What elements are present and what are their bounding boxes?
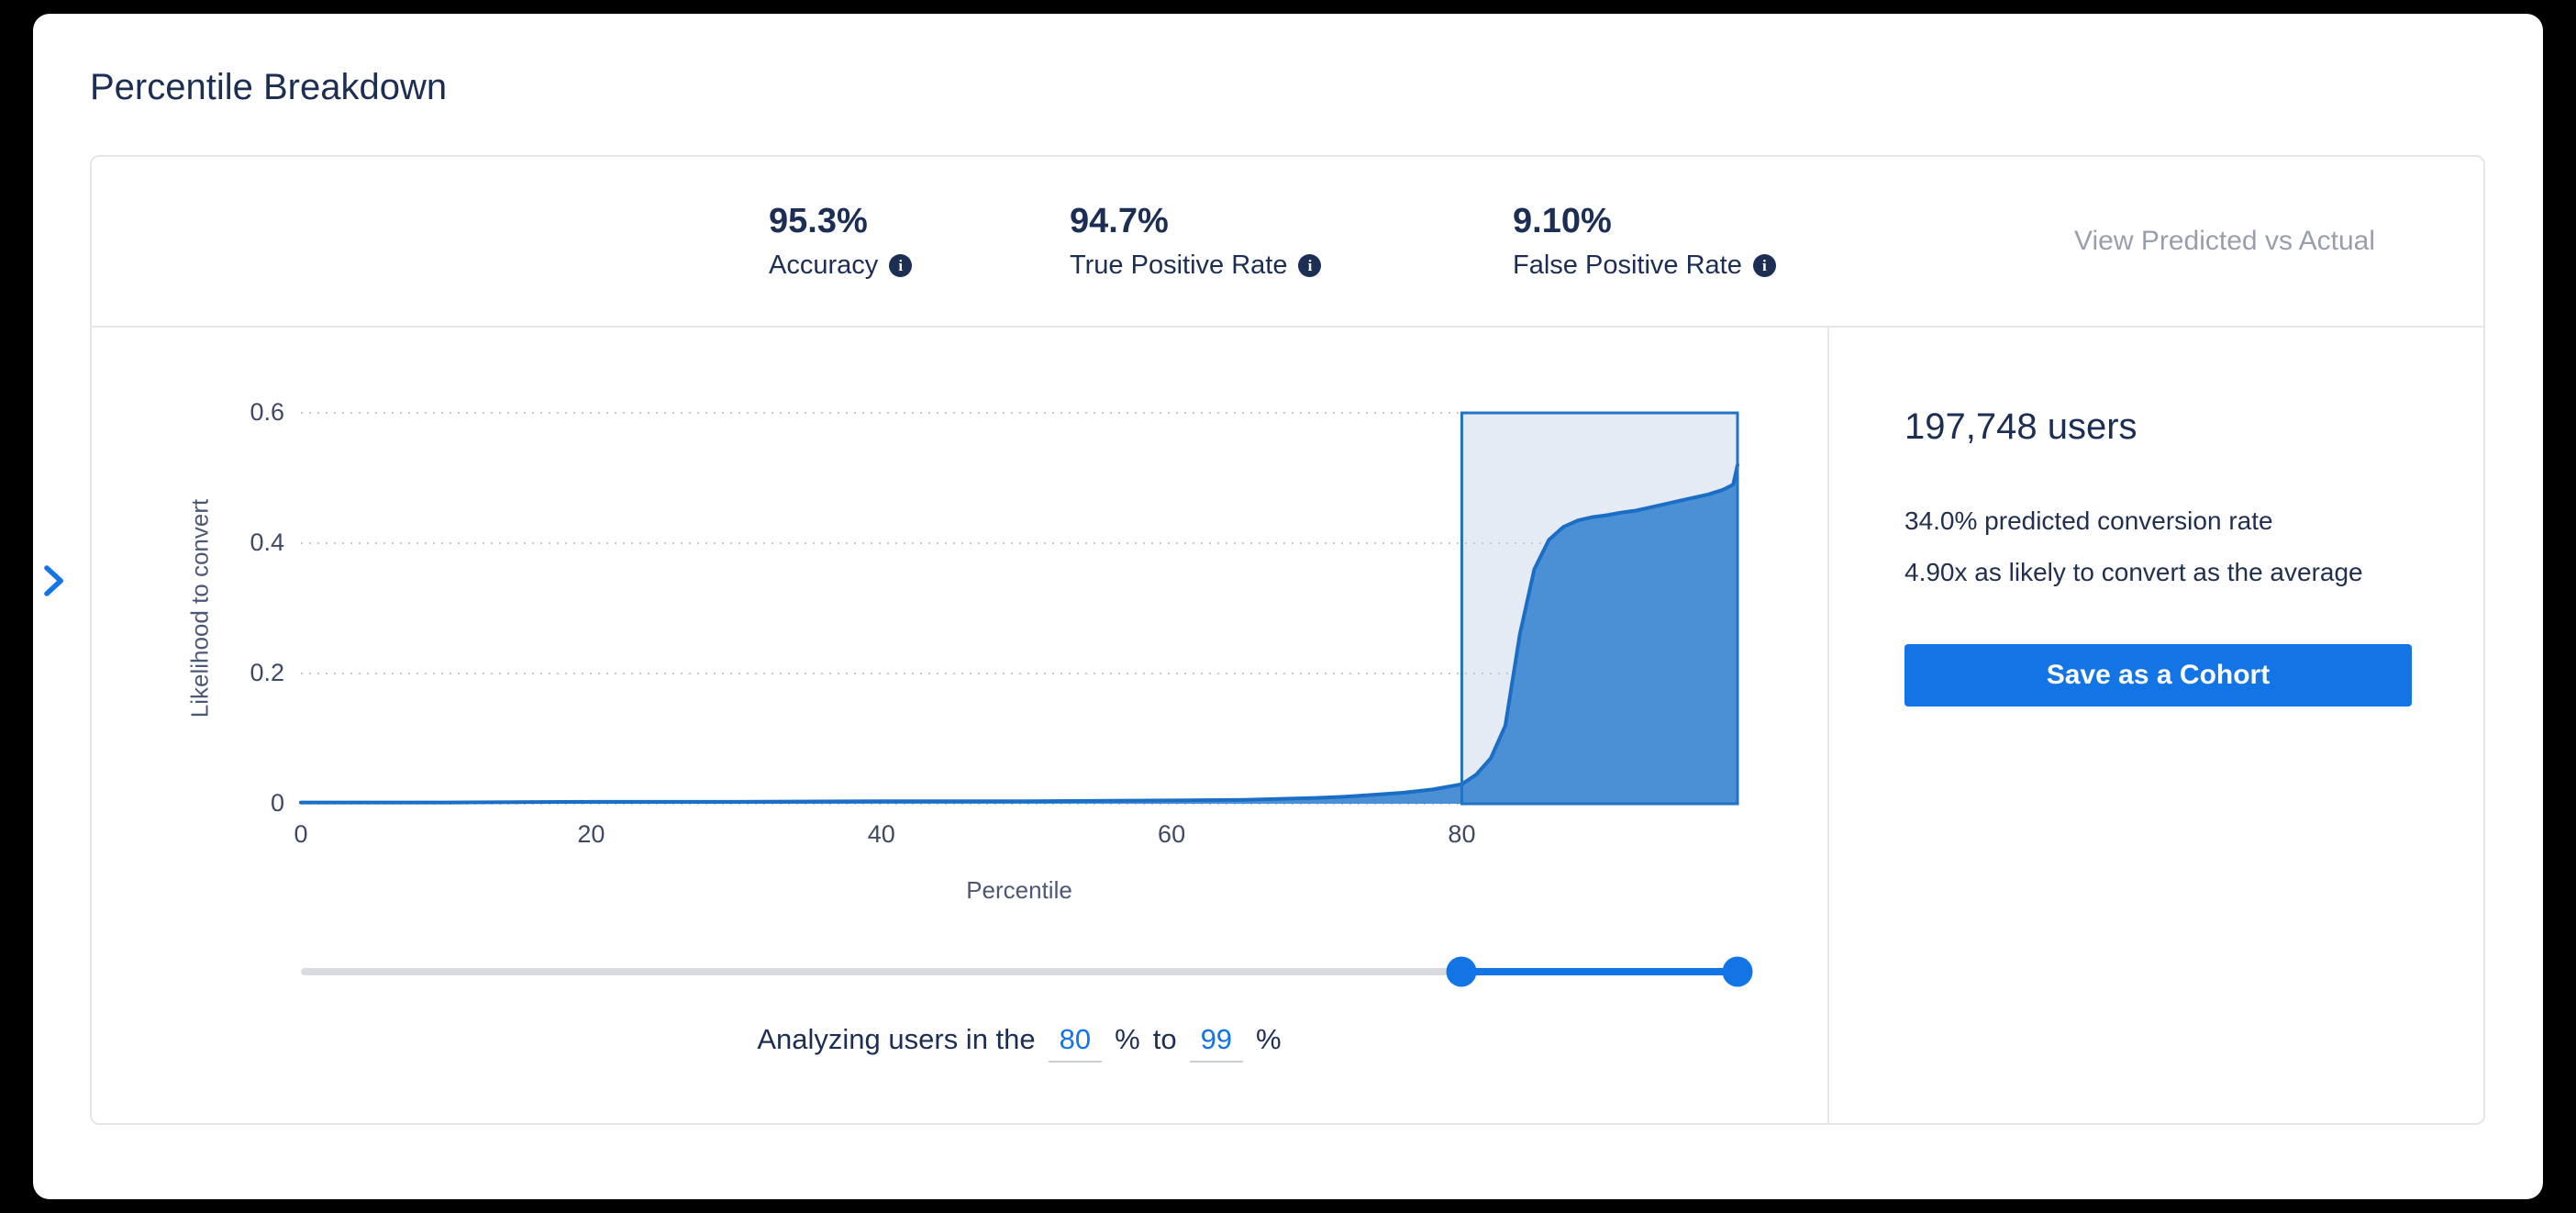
slider-active-range[interactable] bbox=[1461, 968, 1738, 975]
percent-sign: % bbox=[1256, 1023, 1282, 1055]
percentile-range-slider[interactable] bbox=[301, 956, 1753, 987]
slider-handle-from[interactable] bbox=[1446, 956, 1477, 987]
info-icon[interactable]: i bbox=[1298, 254, 1322, 277]
y-tick-label: 0.4 bbox=[250, 529, 284, 556]
conversion-multiplier: 4.90x as likely to convert as the averag… bbox=[1904, 558, 2363, 586]
x-axis-label: Percentile bbox=[966, 876, 1072, 904]
metric-value: 9.10% bbox=[1513, 202, 1612, 240]
metric-false-positive-rate: 9.10% False Positive Rate i bbox=[1513, 202, 1776, 281]
range-to-word: to bbox=[1152, 1023, 1177, 1055]
percentile-chart-svg bbox=[299, 411, 1739, 806]
metric-label: False Positive Rate bbox=[1513, 250, 1742, 280]
percentile-breakdown-panel: Percentile Breakdown 95.3% Accuracy i 94… bbox=[33, 14, 2543, 1199]
range-prefix: Analyzing users in the bbox=[757, 1023, 1036, 1055]
predicted-conversion-rate: 34.0% predicted conversion rate bbox=[1904, 506, 2273, 535]
x-tick-label: 0 bbox=[294, 820, 308, 848]
metrics-header: 95.3% Accuracy i 94.7% True Positive Rat… bbox=[92, 157, 2483, 328]
metric-true-positive-rate: 94.7% True Positive Rate i bbox=[1070, 202, 1322, 281]
percentile-chart[interactable] bbox=[299, 411, 1739, 806]
metric-accuracy: 95.3% Accuracy i bbox=[769, 202, 913, 281]
metric-label: True Positive Rate bbox=[1070, 250, 1288, 280]
info-icon[interactable]: i bbox=[1752, 254, 1776, 277]
slider-handle-to[interactable] bbox=[1722, 956, 1753, 987]
x-tick-label: 20 bbox=[577, 820, 605, 848]
metric-label: Accuracy bbox=[769, 250, 879, 280]
page-title: Percentile Breakdown bbox=[90, 67, 448, 107]
cohort-summary-panel: 197,748 users 34.0% predicted conversion… bbox=[1827, 328, 2483, 1123]
view-predicted-vs-actual-link[interactable]: View Predicted vs Actual bbox=[2074, 226, 2375, 256]
y-tick-label: 0.6 bbox=[250, 398, 284, 426]
metric-value: 94.7% bbox=[1070, 202, 1169, 240]
range-summary-row: Analyzing users in the 80 % to 99 % bbox=[301, 1023, 1738, 1063]
info-icon[interactable]: i bbox=[889, 254, 913, 277]
range-from-input[interactable]: 80 bbox=[1048, 1023, 1103, 1063]
users-count: 197,748 users bbox=[1904, 406, 2137, 447]
chevron-right-icon[interactable] bbox=[37, 561, 70, 601]
model-metrics-card: 95.3% Accuracy i 94.7% True Positive Rat… bbox=[90, 155, 2485, 1125]
range-to-input[interactable]: 99 bbox=[1189, 1023, 1244, 1063]
x-tick-label: 80 bbox=[1448, 820, 1476, 848]
y-tick-label: 0.2 bbox=[250, 659, 284, 686]
save-as-cohort-button[interactable]: Save as a Cohort bbox=[1904, 644, 2412, 707]
metric-value: 95.3% bbox=[769, 202, 868, 240]
x-tick-label: 40 bbox=[867, 820, 895, 848]
chart-section: Likelihood to convert Percentile Analyzi… bbox=[92, 328, 2483, 1123]
y-tick-label: 0 bbox=[270, 789, 284, 817]
x-tick-label: 60 bbox=[1158, 820, 1186, 848]
percent-sign: % bbox=[1115, 1023, 1140, 1055]
